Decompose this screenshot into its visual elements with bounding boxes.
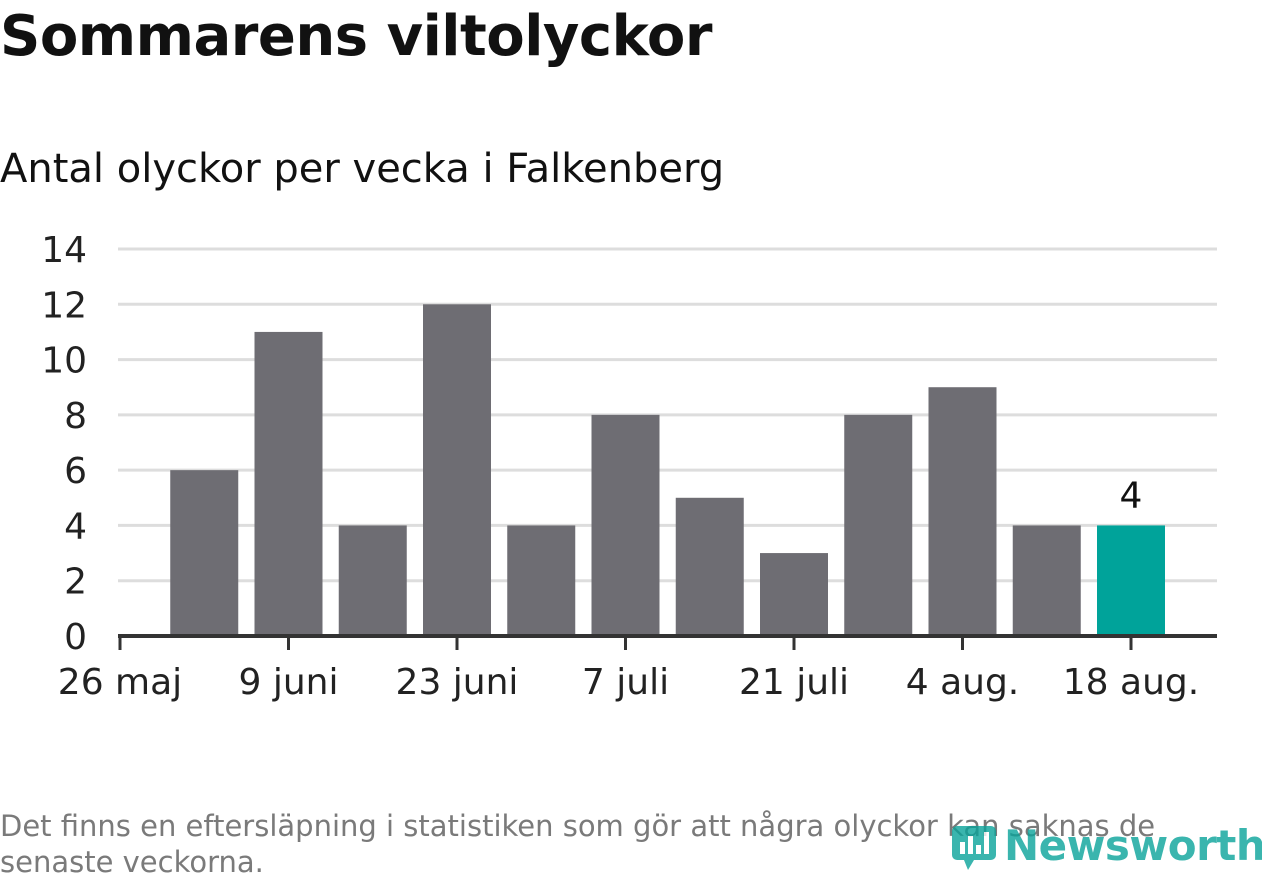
bar xyxy=(1012,525,1081,636)
bar xyxy=(760,553,828,636)
bar xyxy=(170,470,239,636)
data-labels: 4 xyxy=(1120,475,1143,516)
x-axis-ticks: 26 maj 9 juni 23 juni 7 juli 21 juli 4 aug. 18… xyxy=(58,636,1199,703)
bar xyxy=(844,414,913,636)
x-tick-label: 23 juni xyxy=(396,662,519,703)
y-axis-ticks: 0 2 4 6 8 10 12 14 xyxy=(41,230,87,658)
y-tick-label: 6 xyxy=(64,451,87,492)
bar xyxy=(928,387,997,636)
bar xyxy=(423,304,491,636)
brand-name: Newsworthy xyxy=(1004,820,1262,870)
y-tick-label: 14 xyxy=(41,230,87,271)
x-tick-label: 21 juli xyxy=(739,662,849,703)
brand-logo: Newsworthy xyxy=(950,818,1262,872)
y-tick-label: 8 xyxy=(64,396,87,437)
bar xyxy=(675,497,744,636)
bar xyxy=(338,525,407,636)
y-tick-label: 4 xyxy=(64,506,87,547)
bar xyxy=(254,331,323,636)
x-tick-label: 4 aug. xyxy=(906,662,1020,703)
bar-chart: 0 2 4 6 8 10 12 14 26 maj 9 juni 23 juni 7 juli 21 … xyxy=(41,230,1217,703)
x-tick-label: 26 maj xyxy=(58,662,182,703)
data-label: 4 xyxy=(1120,475,1143,516)
chart-title: Sommarens viltolyckor xyxy=(0,4,712,69)
y-tick-label: 0 xyxy=(64,617,87,658)
bar xyxy=(591,414,660,636)
bars xyxy=(170,304,1165,636)
newsworthy-logo-icon xyxy=(952,826,996,870)
chart-subtitle: Antal olyckor per vecka i Falkenberg xyxy=(0,146,725,192)
x-tick-label: 7 juli xyxy=(582,662,669,703)
x-tick-label: 18 aug. xyxy=(1063,662,1199,703)
y-tick-label: 10 xyxy=(41,341,87,382)
bar-highlight xyxy=(1097,525,1165,636)
x-tick-label: 9 juni xyxy=(239,662,339,703)
y-tick-label: 2 xyxy=(64,562,87,603)
bar xyxy=(507,525,576,636)
y-tick-label: 12 xyxy=(41,285,87,326)
